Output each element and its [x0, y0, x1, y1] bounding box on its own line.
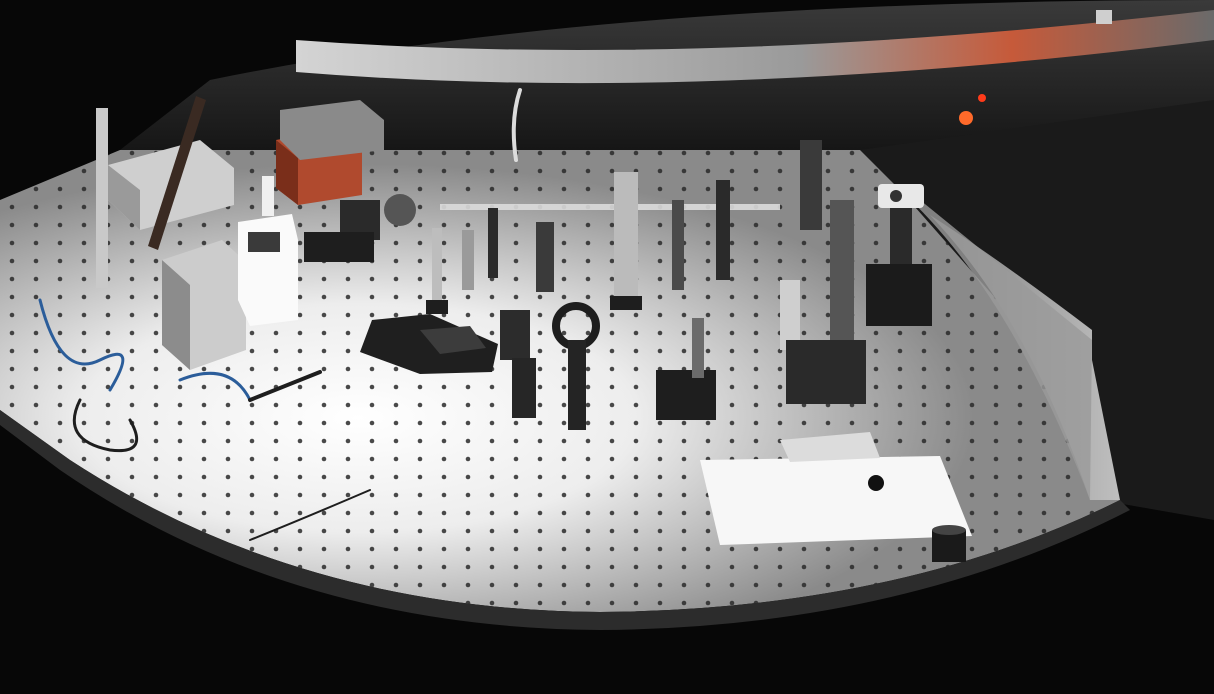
- mirror-mount-icon: [304, 194, 416, 262]
- paper-sheet: [700, 456, 972, 545]
- fiber-cables: [38, 88, 522, 541]
- indicator-light: [959, 111, 973, 125]
- paper-mark: [868, 475, 884, 491]
- indicator-light-2: [978, 94, 986, 102]
- enclosure-rim: [296, 10, 1214, 84]
- paper-sheet-2: [780, 432, 880, 462]
- beam-line: [440, 204, 780, 210]
- bottle-icon: [238, 176, 298, 326]
- tilted-rod: [148, 96, 206, 250]
- post-holder-icon: [932, 525, 966, 562]
- equipment-crate: [280, 100, 384, 160]
- side-panel-face: [900, 190, 1092, 500]
- detector-box-icon: [162, 240, 246, 370]
- wall-outlet: [1096, 10, 1112, 24]
- lens-post-icon: [426, 208, 554, 314]
- ruler-plate: [96, 108, 108, 288]
- translation-stage-icon: [360, 302, 866, 430]
- camera-box-icon: [866, 184, 932, 326]
